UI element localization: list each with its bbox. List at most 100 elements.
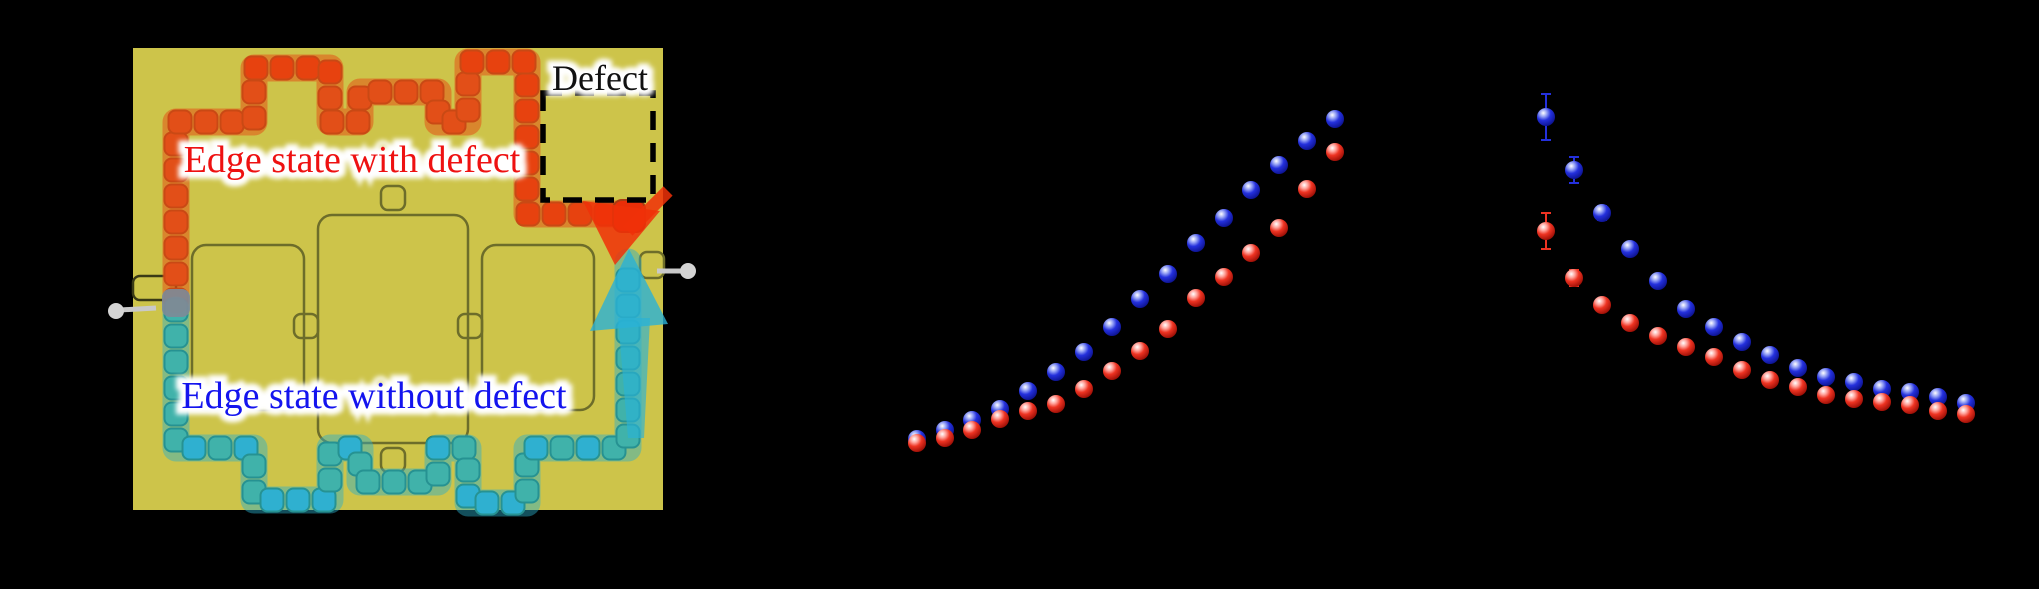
blue-label-text: Edge state without defect [181,375,567,417]
data-point-red-series [1075,380,1093,398]
data-point-blue-series [1649,272,1667,290]
left-electrode [108,303,157,319]
lattice-site [455,457,481,483]
data-point-red-series [1242,244,1260,262]
right-electrode [657,263,696,279]
red-edge-state-overlay [162,48,644,314]
data-point-blue-series [1159,265,1177,283]
data-point-red-series [1326,143,1344,161]
red-output-arrow [583,186,673,265]
data-point-blue-series [1103,318,1121,336]
lattice-site [355,469,381,495]
lattice-site [163,323,189,349]
data-point-red-series [1957,405,1975,423]
data-point-red-series [1131,342,1149,360]
lattice-site [163,375,189,401]
data-point-red-series [1733,361,1751,379]
data-point-blue-series [1761,346,1779,364]
data-point-blue-series [1705,318,1723,336]
red-label-halo: Edge state with defect [184,139,521,181]
data-point-blue-series [1187,234,1205,252]
defect-label-halo: Defect [552,58,648,98]
defect-label: Defect Defect [546,52,654,104]
lattice-site [523,435,549,461]
data-point-red-series [1705,348,1723,366]
data-point-red-series [1103,362,1121,380]
data-point-red-series [1789,378,1807,396]
edge-state-with-defect-label: Edge state with defect Edge state with d… [177,133,527,188]
data-point-blue-series [1326,110,1344,128]
lattice-site [181,435,207,461]
data-point-red-series [1901,396,1919,414]
data-point-red-series [1047,395,1065,413]
data-point-red-series [1593,296,1611,314]
data-point-red-series [991,410,1009,428]
data-point-blue-series [1215,209,1233,227]
data-point-red-series [1298,180,1316,198]
data-point-blue-series [1565,161,1583,179]
data-point-blue-series [1817,368,1835,386]
data-point-red-series [1187,289,1205,307]
data-point-red-series [1565,269,1583,287]
data-point-red-series [1019,402,1037,420]
cyan-output-arrow [590,249,668,438]
data-point-red-series [1621,314,1639,332]
data-point-red-series [1159,320,1177,338]
data-point-blue-series [1242,181,1260,199]
data-point-blue-series [1537,108,1555,126]
data-point-blue-series [1131,290,1149,308]
lattice-site [317,467,343,493]
data-point-blue-series [1677,300,1695,318]
data-point-blue-series [1075,343,1093,361]
edge-state-overlays [162,48,644,517]
input-gray-site [162,289,190,317]
blue-label-halo: Edge state without defect [181,375,567,417]
data-point-red-series [936,429,954,447]
data-point-red-series [1649,327,1667,345]
data-point-blue-series [1621,240,1639,258]
lattice-site [163,349,189,375]
lattice-site [381,469,407,495]
data-point-blue-series [1298,132,1316,150]
lattice-site [207,435,233,461]
lattice-site [575,435,601,461]
lattice-site [425,435,451,461]
lattice-site [549,435,575,461]
lattice-site [241,453,267,479]
data-point-blue-series [1789,359,1807,377]
data-point-red-series [963,421,981,439]
data-point-red-series [1270,219,1288,237]
data-point-red-series [908,434,926,452]
data-point-blue-series [1733,333,1751,351]
lattice-site [285,487,311,513]
data-point-red-series [1873,393,1891,411]
lattice-site [425,461,451,487]
lattice-site [474,490,500,516]
data-point-blue-series [1270,156,1288,174]
lattice-site [514,478,540,504]
data-point-red-series [1537,222,1555,240]
data-point-blue-series [1929,388,1947,406]
data-point-blue-series [1901,383,1919,401]
data-point-blue-series [1019,382,1037,400]
data-point-red-series [1215,268,1233,286]
lattice-site [259,487,285,513]
data-point-red-series [1677,338,1695,356]
edge-state-without-defect-label: Edge state without defect Edge state wit… [175,369,574,424]
lattice-site [163,401,189,427]
data-point-blue-series [1845,373,1863,391]
defect-dashed-box [540,90,656,203]
data-point-blue-series [1047,363,1065,381]
data-point-blue-series [1873,380,1891,398]
defect-label-text: Defect [552,58,648,98]
cyan-edge-state-overlay [162,248,642,517]
data-point-red-series [1817,386,1835,404]
data-point-blue-series [1593,204,1611,222]
panel-a-schematic: Defect Defect Edge state with defect Edg… [108,48,696,517]
red-label-text: Edge state with defect [184,139,521,181]
data-point-red-series [1929,402,1947,420]
chart-points-layer [908,93,1975,452]
data-point-red-series [1761,371,1779,389]
